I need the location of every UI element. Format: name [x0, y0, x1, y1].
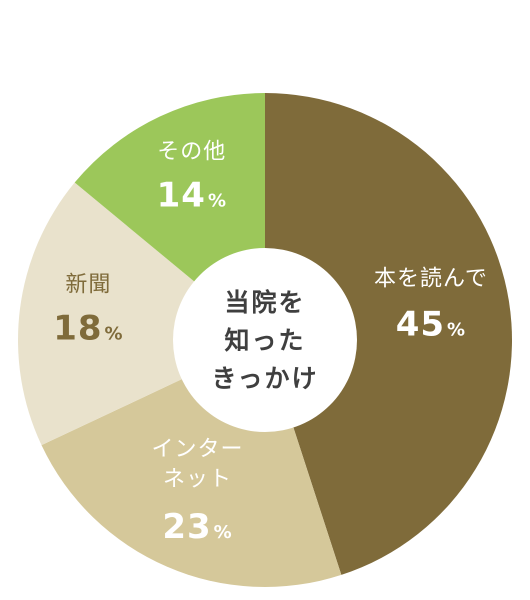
pie-slice-3	[18, 182, 265, 446]
pie-labels: 本を読んで 45 % インターネット 23 % 新聞 18 % その他 14%	[53, 139, 488, 547]
slice-value-label: 14%	[157, 175, 227, 215]
slice-name-label: 本を読んで	[374, 267, 488, 292]
slice-value-label: 18%	[53, 309, 123, 349]
slice-value-label: 23%	[162, 507, 232, 547]
slice-value-label: 45%	[396, 305, 466, 345]
slice-name-label: インターネット	[151, 437, 243, 492]
pie-slice-1	[265, 93, 512, 575]
slice-name-label: 新聞	[65, 273, 111, 298]
center-label-line: きっかけ	[211, 364, 318, 393]
center-label-line: 当院を	[224, 288, 305, 317]
slice-name-label: その他	[157, 139, 226, 164]
center-label-line: 知った	[224, 326, 305, 355]
center-circle	[173, 248, 357, 432]
